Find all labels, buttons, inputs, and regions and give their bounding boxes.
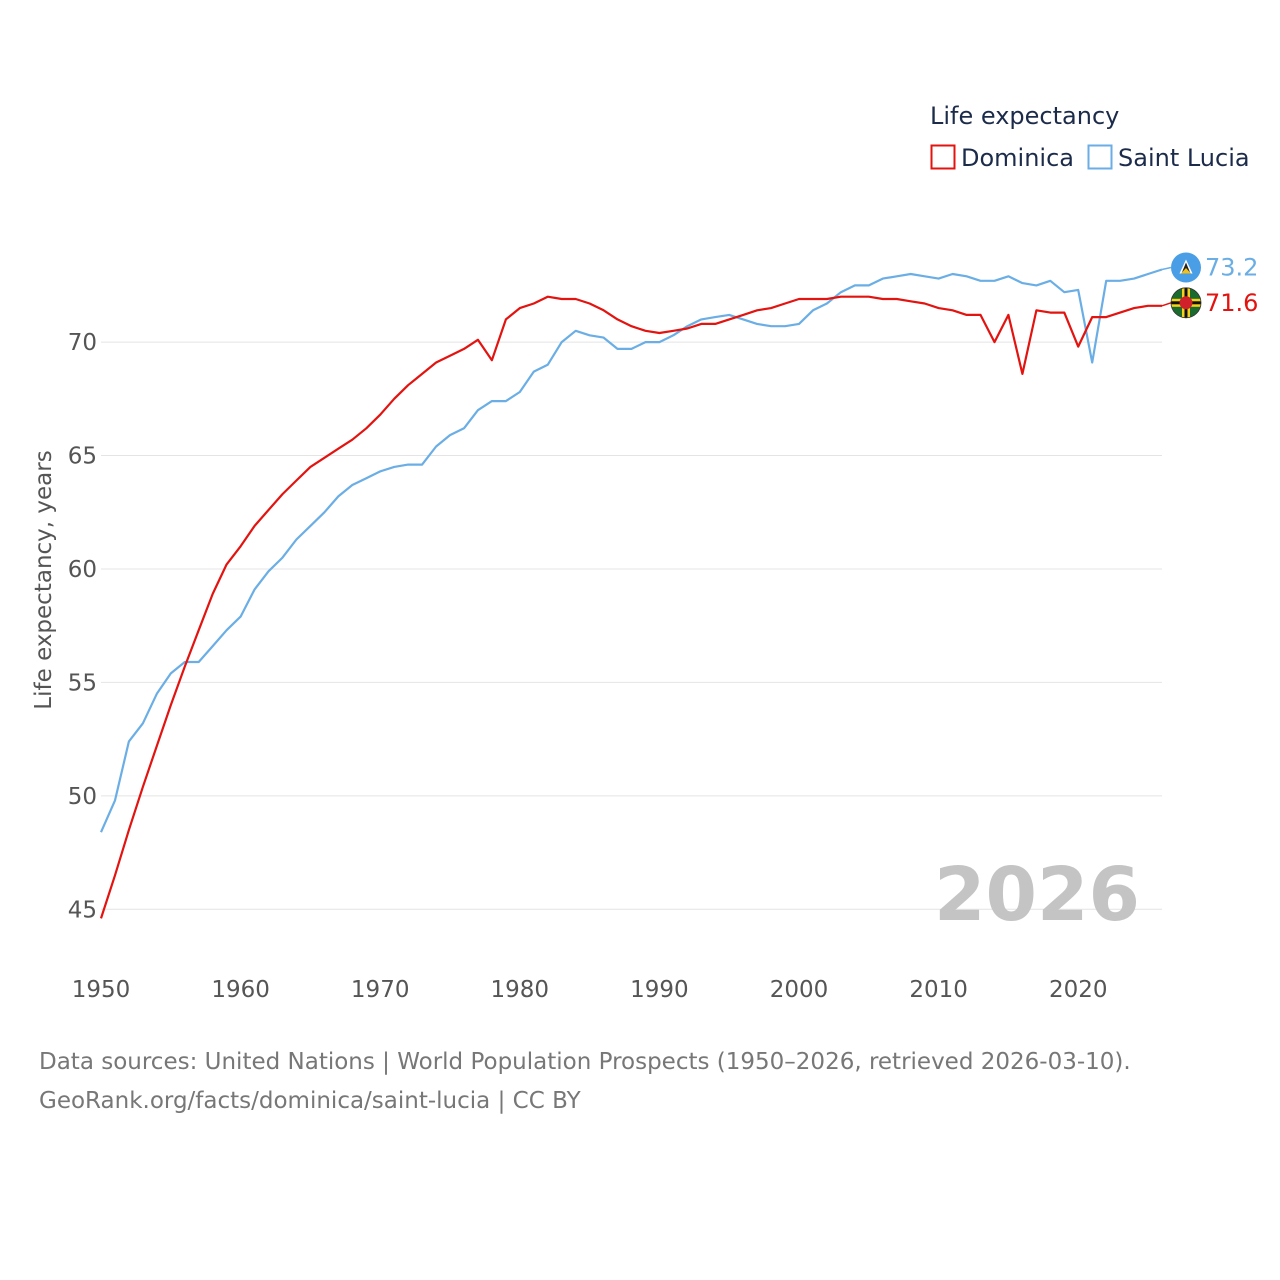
end-label-saint-lucia: 73.2: [1205, 253, 1258, 281]
y-tick-label-45: 45: [68, 897, 97, 923]
x-tick-label-1980: 1980: [491, 977, 550, 1003]
legend: Life expectancy Dominica Saint Lucia: [930, 102, 1250, 172]
x-tick-label-1990: 1990: [630, 977, 689, 1003]
source-note: Data sources: United Nations | World Pop…: [39, 1043, 1239, 1121]
x-tick-label-2000: 2000: [770, 977, 829, 1003]
end-markers: 71.6 73.2: [1161, 252, 1258, 319]
series-line-saint-lucia: [99, 268, 1163, 833]
x-tick-label-2020: 2020: [1049, 977, 1108, 1003]
x-tick-label-1960: 1960: [211, 977, 270, 1003]
saint-lucia-flag-icon: [1171, 252, 1201, 283]
series-line-dominica: [99, 295, 1162, 919]
legend-label-dominica: Dominica: [961, 144, 1074, 172]
legend-swatch-saint-lucia: [1087, 144, 1113, 170]
source-line-2[interactable]: GeoRank.org/facts/dominica/saint-lucia |…: [39, 1088, 581, 1114]
x-tick-label-2010: 2010: [909, 977, 968, 1003]
year-watermark: 2026: [934, 852, 1140, 938]
y-axis-ticks: 45 50 55 60 65 70: [68, 330, 97, 923]
legend-title: Life expectancy: [930, 102, 1119, 130]
y-axis-title: Life expectancy, years: [31, 450, 57, 709]
end-connector-dominica: [1161, 302, 1172, 307]
source-line-1: Data sources: United Nations | World Pop…: [39, 1049, 1131, 1075]
end-label-dominica: 71.6: [1205, 289, 1258, 317]
legend-item-saint-lucia[interactable]: Saint Lucia: [1087, 144, 1250, 172]
series-lines: [99, 268, 1163, 919]
y-tick-label-50: 50: [68, 784, 97, 810]
legend-swatch-dominica: [930, 144, 956, 170]
y-tick-label-55: 55: [68, 670, 97, 696]
x-tick-label-1970: 1970: [351, 977, 410, 1003]
y-tick-label-60: 60: [68, 557, 97, 583]
x-axis-ticks: 1950 1960 1970 1980 1990 2000 2010 2020: [72, 977, 1108, 1003]
y-tick-label-65: 65: [68, 444, 97, 470]
dominica-flag-icon: [1170, 287, 1202, 319]
life-expectancy-chart: 45 50 55 60 65 70 1950 1960 1970 1980 1990 2000 201…: [31, 102, 1258, 1003]
legend-label-saint-lucia: Saint Lucia: [1118, 144, 1250, 172]
gridlines: [101, 341, 1162, 910]
legend-item-dominica[interactable]: Dominica: [930, 144, 1075, 172]
y-tick-label-70: 70: [68, 330, 97, 356]
x-tick-label-1950: 1950: [72, 977, 131, 1003]
end-connector-saint-lucia: [1161, 266, 1172, 271]
